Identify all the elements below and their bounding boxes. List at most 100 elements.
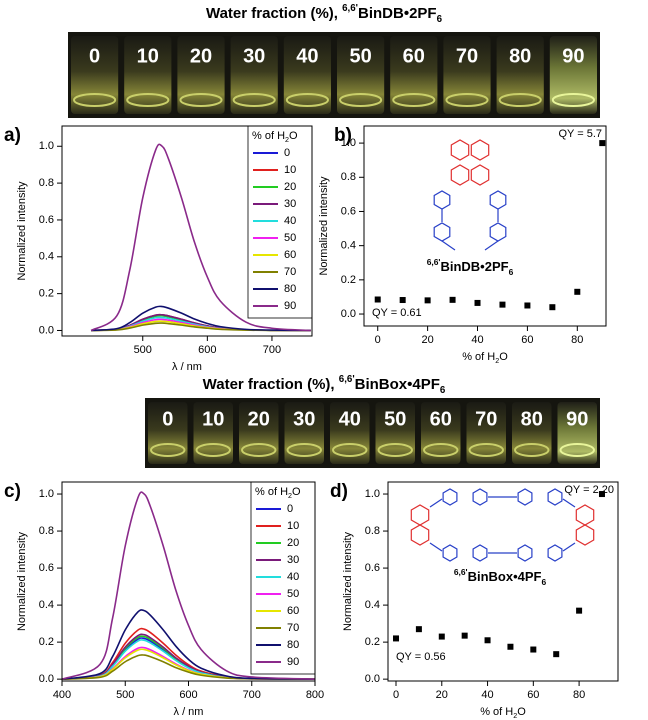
text-part: 6,6' xyxy=(454,567,468,577)
data-point xyxy=(549,304,556,311)
legend-label: 50 xyxy=(287,588,299,600)
vial-liquid xyxy=(339,93,383,107)
vial-liquid xyxy=(241,443,277,457)
legend-label: 20 xyxy=(287,537,299,549)
vial-liquid xyxy=(468,443,504,457)
text-part: 2 xyxy=(495,357,499,365)
y-tick-label: 0.6 xyxy=(341,205,356,217)
y-tick-label: 0.4 xyxy=(39,599,54,611)
legend-label: 0 xyxy=(284,147,290,159)
vial-label: 40 xyxy=(296,45,318,67)
x-axis-label: % of H2O xyxy=(462,351,508,365)
legend-title: % of H2O xyxy=(255,486,301,500)
vial-label: 10 xyxy=(137,45,159,67)
legend-label: 30 xyxy=(284,198,296,210)
x-tick-label: 600 xyxy=(198,344,216,356)
y-tick-label: 0.0 xyxy=(39,324,54,336)
x-tick-label: 20 xyxy=(421,334,433,346)
structure-ring xyxy=(442,544,458,562)
text-part: 6 xyxy=(541,577,546,587)
structure-ring xyxy=(547,488,563,506)
legend-label: 40 xyxy=(287,571,299,583)
structure-ring xyxy=(410,504,430,526)
data-point xyxy=(598,491,605,498)
data-point xyxy=(399,297,406,304)
vial xyxy=(421,402,461,464)
spectrum-line xyxy=(61,609,316,680)
text-part: O xyxy=(499,351,508,363)
vial-liquid xyxy=(514,443,550,457)
legend-title: % of H2O xyxy=(252,130,298,144)
data-point xyxy=(553,651,560,658)
legend-label: 50 xyxy=(284,232,296,244)
structure-bond xyxy=(562,498,576,508)
spectrum-line xyxy=(90,143,311,332)
annotation: QY = 0.56 xyxy=(396,651,446,663)
vial-label: 60 xyxy=(430,408,452,430)
legend-label: 60 xyxy=(287,605,299,617)
y-tick-label: 0.4 xyxy=(341,240,356,252)
vial xyxy=(375,402,415,464)
y-axis-label: Normalized intensity xyxy=(16,181,28,281)
panel-label: a) xyxy=(4,125,21,146)
text-part: •4PF xyxy=(407,376,440,393)
structure-bond xyxy=(429,498,443,508)
y-tick-label: 0.6 xyxy=(39,214,54,226)
legend-label: 80 xyxy=(284,283,296,295)
text-part: O xyxy=(292,486,301,498)
vial-label: 30 xyxy=(243,45,265,67)
text-part: 2 xyxy=(288,492,292,500)
legend-label: 0 xyxy=(287,503,293,515)
structure-ring xyxy=(575,524,595,546)
structure-ring xyxy=(472,488,488,506)
y-tick-label: 0.0 xyxy=(341,308,356,320)
y-tick-label: 0.0 xyxy=(365,673,380,685)
data-point xyxy=(415,626,422,633)
text-part: 6,6' xyxy=(342,3,358,14)
vial-liquid xyxy=(423,443,459,457)
vial xyxy=(330,402,370,464)
x-tick-label: 80 xyxy=(571,334,583,346)
y-tick-label: 0.2 xyxy=(39,636,54,648)
plot-frame xyxy=(61,125,313,337)
data-point xyxy=(461,632,468,639)
text-part: •4PF xyxy=(513,569,541,584)
photo-title: Water fraction (%), 6,6'BinBox•4PF6 xyxy=(203,374,446,396)
vial xyxy=(148,402,188,464)
vial-label: 50 xyxy=(384,408,406,430)
text-part: O xyxy=(517,706,526,718)
x-tick-label: 500 xyxy=(134,344,152,356)
x-axis-label: % of H2O xyxy=(480,706,526,720)
vial xyxy=(466,402,506,464)
text-part: •2PF xyxy=(480,259,508,274)
x-tick-label: 80 xyxy=(573,689,585,701)
structure-ring xyxy=(470,164,490,186)
vial-label: 50 xyxy=(349,45,371,67)
data-point xyxy=(524,302,531,309)
vial-label: 30 xyxy=(293,408,315,430)
text-part: % of H xyxy=(252,130,285,142)
text-part: % of H xyxy=(462,351,495,363)
vial xyxy=(239,402,279,464)
x-tick-label: 20 xyxy=(436,689,448,701)
structure-ring xyxy=(489,190,507,210)
annotation: QY = 2.20 xyxy=(564,484,614,496)
structure-ring xyxy=(450,139,470,161)
vial xyxy=(193,402,233,464)
y-tick-label: 0.2 xyxy=(341,274,356,286)
legend-label: 90 xyxy=(287,656,299,668)
text-part: Water fraction (%), xyxy=(206,5,342,22)
y-tick-label: 0.4 xyxy=(39,251,54,263)
vial-label: 90 xyxy=(562,45,584,67)
y-tick-label: 0.8 xyxy=(341,171,356,183)
vial-label: 80 xyxy=(509,45,531,67)
spectrum-line xyxy=(61,491,316,680)
compound-name: 6,6'BinDB•2PF6 xyxy=(427,257,514,277)
legend-label: 30 xyxy=(287,554,299,566)
legend-label: 80 xyxy=(287,639,299,651)
structure-bond xyxy=(429,542,443,552)
vial-label: 90 xyxy=(566,408,588,430)
text-part: O xyxy=(289,130,298,142)
x-tick-label: 700 xyxy=(263,344,281,356)
text-part: 6 xyxy=(437,14,443,25)
